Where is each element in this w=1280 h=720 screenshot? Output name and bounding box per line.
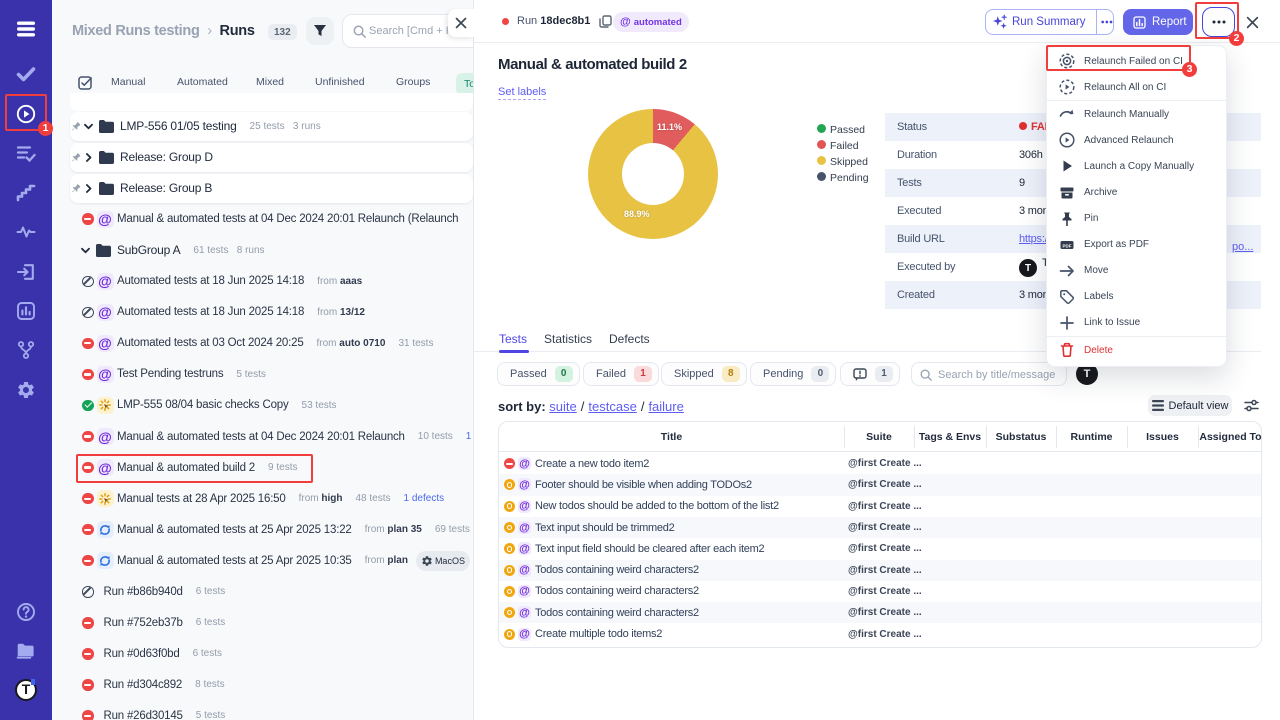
svg-text:PDF: PDF — [1063, 243, 1072, 248]
